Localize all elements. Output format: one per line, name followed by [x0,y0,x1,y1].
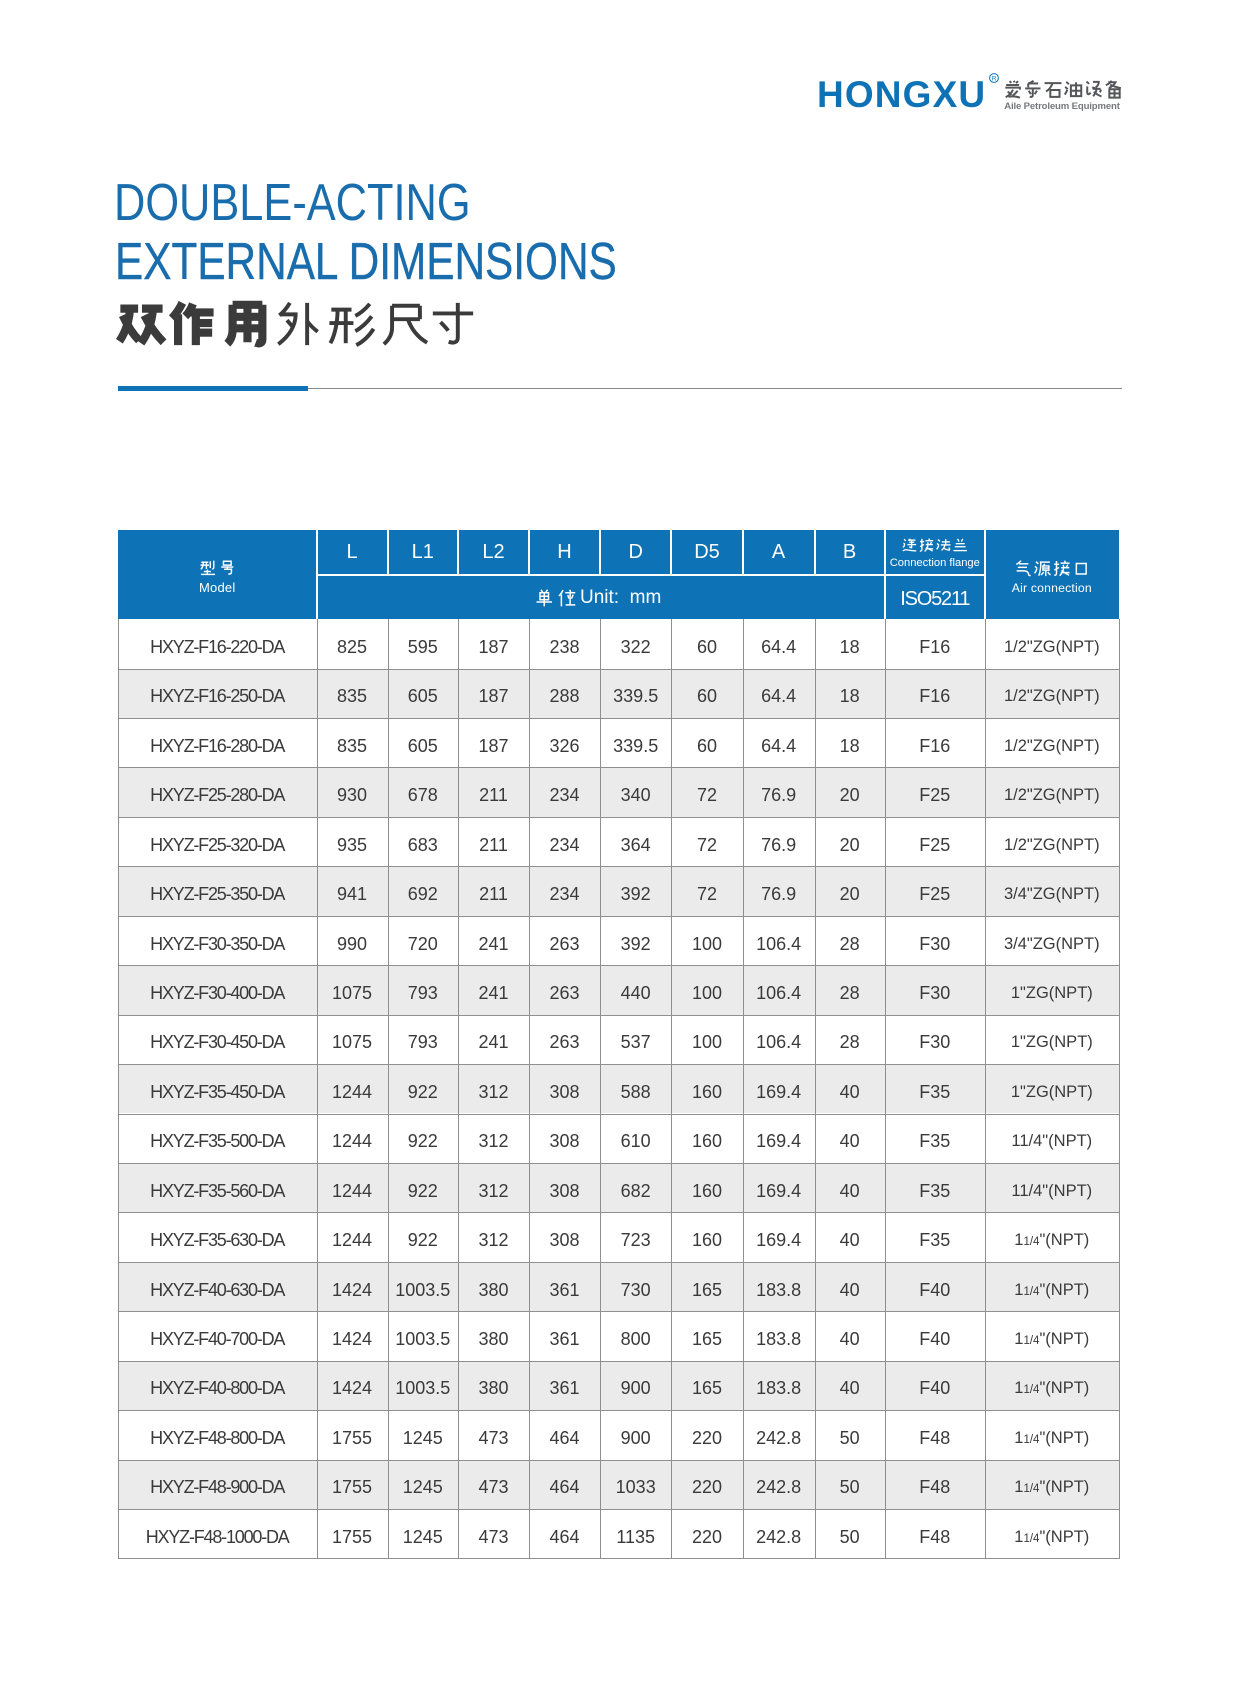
svg-text:R: R [992,75,997,82]
